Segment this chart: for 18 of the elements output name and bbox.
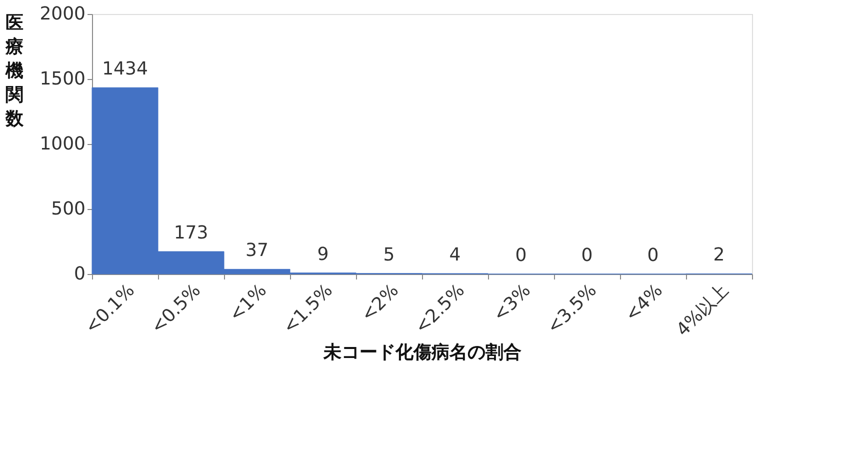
x-axis-title: 未コード化傷病名の割合 xyxy=(322,342,522,363)
data-label: 37 xyxy=(246,240,268,262)
data-label: 9 xyxy=(317,244,329,265)
x-tick-label: 4%以上 xyxy=(672,280,733,341)
y-tick-label: 0 xyxy=(74,264,86,284)
data-label: 4 xyxy=(449,244,461,266)
y-tick-label: 2000 xyxy=(40,4,86,24)
data-label: 0 xyxy=(581,245,593,266)
y-axis-title: 医療機関数 xyxy=(4,12,24,130)
data-label: 5 xyxy=(383,244,395,266)
data-label: 2 xyxy=(713,244,725,266)
data-label: 0 xyxy=(647,245,659,266)
data-label: 173 xyxy=(174,222,208,244)
data-label: 0 xyxy=(515,245,527,266)
y-tick-label: 1000 xyxy=(40,134,86,154)
y-tick-label: 500 xyxy=(51,198,86,220)
data-label: 1434 xyxy=(102,58,148,80)
y-tick-label: 1500 xyxy=(40,68,86,90)
